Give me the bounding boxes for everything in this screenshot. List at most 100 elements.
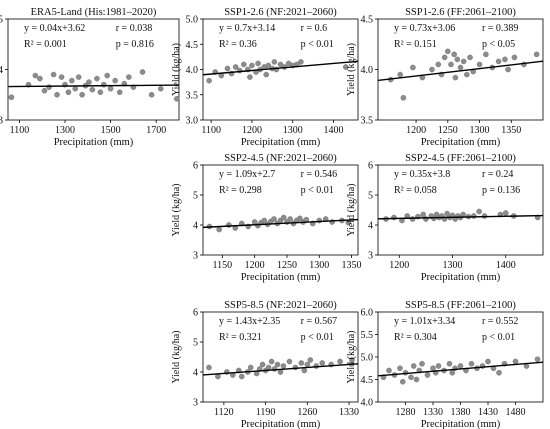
x-tick-label: 1430: [478, 407, 498, 418]
data-point: [476, 61, 483, 68]
data-point: [451, 51, 457, 58]
x-tick-label: 1150: [213, 260, 233, 271]
x-axis-label: Precipitation (mm): [54, 137, 134, 148]
data-point: [446, 360, 453, 367]
data-point: [512, 358, 519, 365]
equation-label: y = 0.7x+3.14: [219, 23, 275, 34]
data-point: [89, 86, 96, 93]
data-point: [280, 363, 287, 369]
chart-title: SSP2-4.5 (NF:2021–2060): [224, 153, 337, 164]
data-point: [445, 48, 451, 55]
data-point: [298, 59, 304, 65]
plot-frame: [202, 311, 359, 403]
y-tick-label: 5.0: [186, 15, 199, 26]
y-axis-label: Yield (kg/ha): [171, 43, 182, 96]
data-point: [224, 65, 231, 72]
data-point: [429, 66, 435, 73]
plot-frame: [377, 164, 544, 256]
data-point: [476, 208, 482, 215]
data-point: [216, 226, 222, 233]
data-point: [173, 95, 180, 102]
x-tick-label: 1280: [396, 407, 416, 418]
regression-line: [377, 361, 544, 377]
data-point: [444, 210, 450, 217]
x-tick-label: 1350: [342, 260, 362, 271]
x-tick-label: 1300: [470, 125, 490, 136]
y-tick-label: 4: [0, 65, 3, 76]
y-tick-label: 3: [193, 251, 198, 262]
data-point: [441, 54, 448, 61]
data-point: [511, 54, 518, 61]
chart-panel-era5: ERA5-Land (His:1981–2020) y = 0.04x+3.62 r…: [0, 7, 180, 148]
y-axis-label: Yield (kg/ha): [346, 183, 357, 236]
data-point: [263, 71, 270, 78]
data-point: [505, 66, 511, 73]
data-point: [410, 363, 417, 369]
data-point: [400, 94, 407, 101]
y-tick-label: 5.0: [361, 353, 374, 364]
x-axis-label: Precipitation (mm): [421, 137, 501, 148]
data-point: [255, 60, 261, 67]
data-point: [277, 61, 284, 68]
y-axis-label: Yield (kg/ha): [171, 183, 182, 236]
data-point: [307, 357, 314, 363]
data-point: [107, 85, 114, 92]
chart-title: SSP5-8.5 (NF:2021–2060): [224, 300, 337, 311]
data-point: [468, 360, 475, 367]
data-point: [240, 61, 247, 68]
y-tick-label: 4.0: [361, 398, 374, 409]
data-point: [86, 79, 92, 85]
chart-panel-ssp585ff: SSP5-8.5 (FF:2061–2100) y = 1.01x+3.34 r =…: [346, 300, 544, 429]
regression-line: [377, 214, 544, 220]
equation-label: y = 0.35x+3.8: [394, 169, 450, 180]
data-point: [430, 365, 436, 372]
data-point: [112, 77, 118, 84]
y-tick-label: 4.5: [186, 40, 199, 51]
p-label: p < 0.01: [482, 332, 515, 343]
data-point: [104, 72, 110, 79]
equation-label: y = 1.01x+3.34: [394, 316, 455, 327]
data-point: [97, 89, 104, 96]
x-tick-label: 1330: [423, 407, 443, 418]
plot-frame: [202, 164, 359, 256]
data-point: [452, 74, 459, 81]
y-tick-label: 3: [0, 116, 3, 127]
data-point: [94, 75, 100, 82]
y-tick-label: 3: [193, 398, 198, 409]
x-axis-label: Precipitation (mm): [421, 272, 501, 283]
data-point: [259, 361, 266, 368]
data-point: [464, 71, 470, 78]
data-point: [457, 64, 464, 71]
x-tick-label: 1250: [277, 260, 297, 271]
x-axis-label: Precipitation (mm): [241, 419, 321, 429]
chart-panel-ssp585nf: SSP5-8.5 (NF:2021–2060) y = 1.43x+2.35 r =…: [171, 300, 359, 429]
y-tick-label: 3.5: [361, 116, 374, 127]
x-axis-label: Precipitation (mm): [241, 272, 321, 283]
data-point: [206, 364, 212, 371]
x-tick-label: 1480: [506, 407, 526, 418]
data-point: [58, 74, 65, 80]
data-point: [449, 369, 456, 376]
y-tick-label: 5: [0, 15, 3, 26]
data-point: [413, 376, 420, 383]
data-point: [50, 71, 57, 78]
y-tick-label: 6: [193, 308, 198, 319]
x-tick-label: 1700: [146, 125, 166, 136]
data-point: [271, 216, 277, 222]
data-point: [286, 358, 293, 365]
data-point: [419, 360, 425, 367]
data-point: [454, 56, 461, 63]
equation-label: y = 1.09x+2.7: [219, 169, 275, 180]
data-point: [533, 51, 540, 58]
data-point: [420, 211, 427, 218]
x-tick-label: 1200: [242, 125, 262, 136]
data-point: [249, 62, 255, 69]
data-point: [37, 75, 43, 82]
regression-line: [202, 60, 359, 76]
data-point: [409, 216, 416, 222]
r-label: r = 0.24: [482, 169, 513, 180]
y-tick-label: 4.5: [361, 15, 374, 26]
x-tick-label: 1200: [245, 260, 265, 271]
y-tick-label: 4.0: [361, 65, 374, 76]
data-point: [471, 213, 477, 219]
